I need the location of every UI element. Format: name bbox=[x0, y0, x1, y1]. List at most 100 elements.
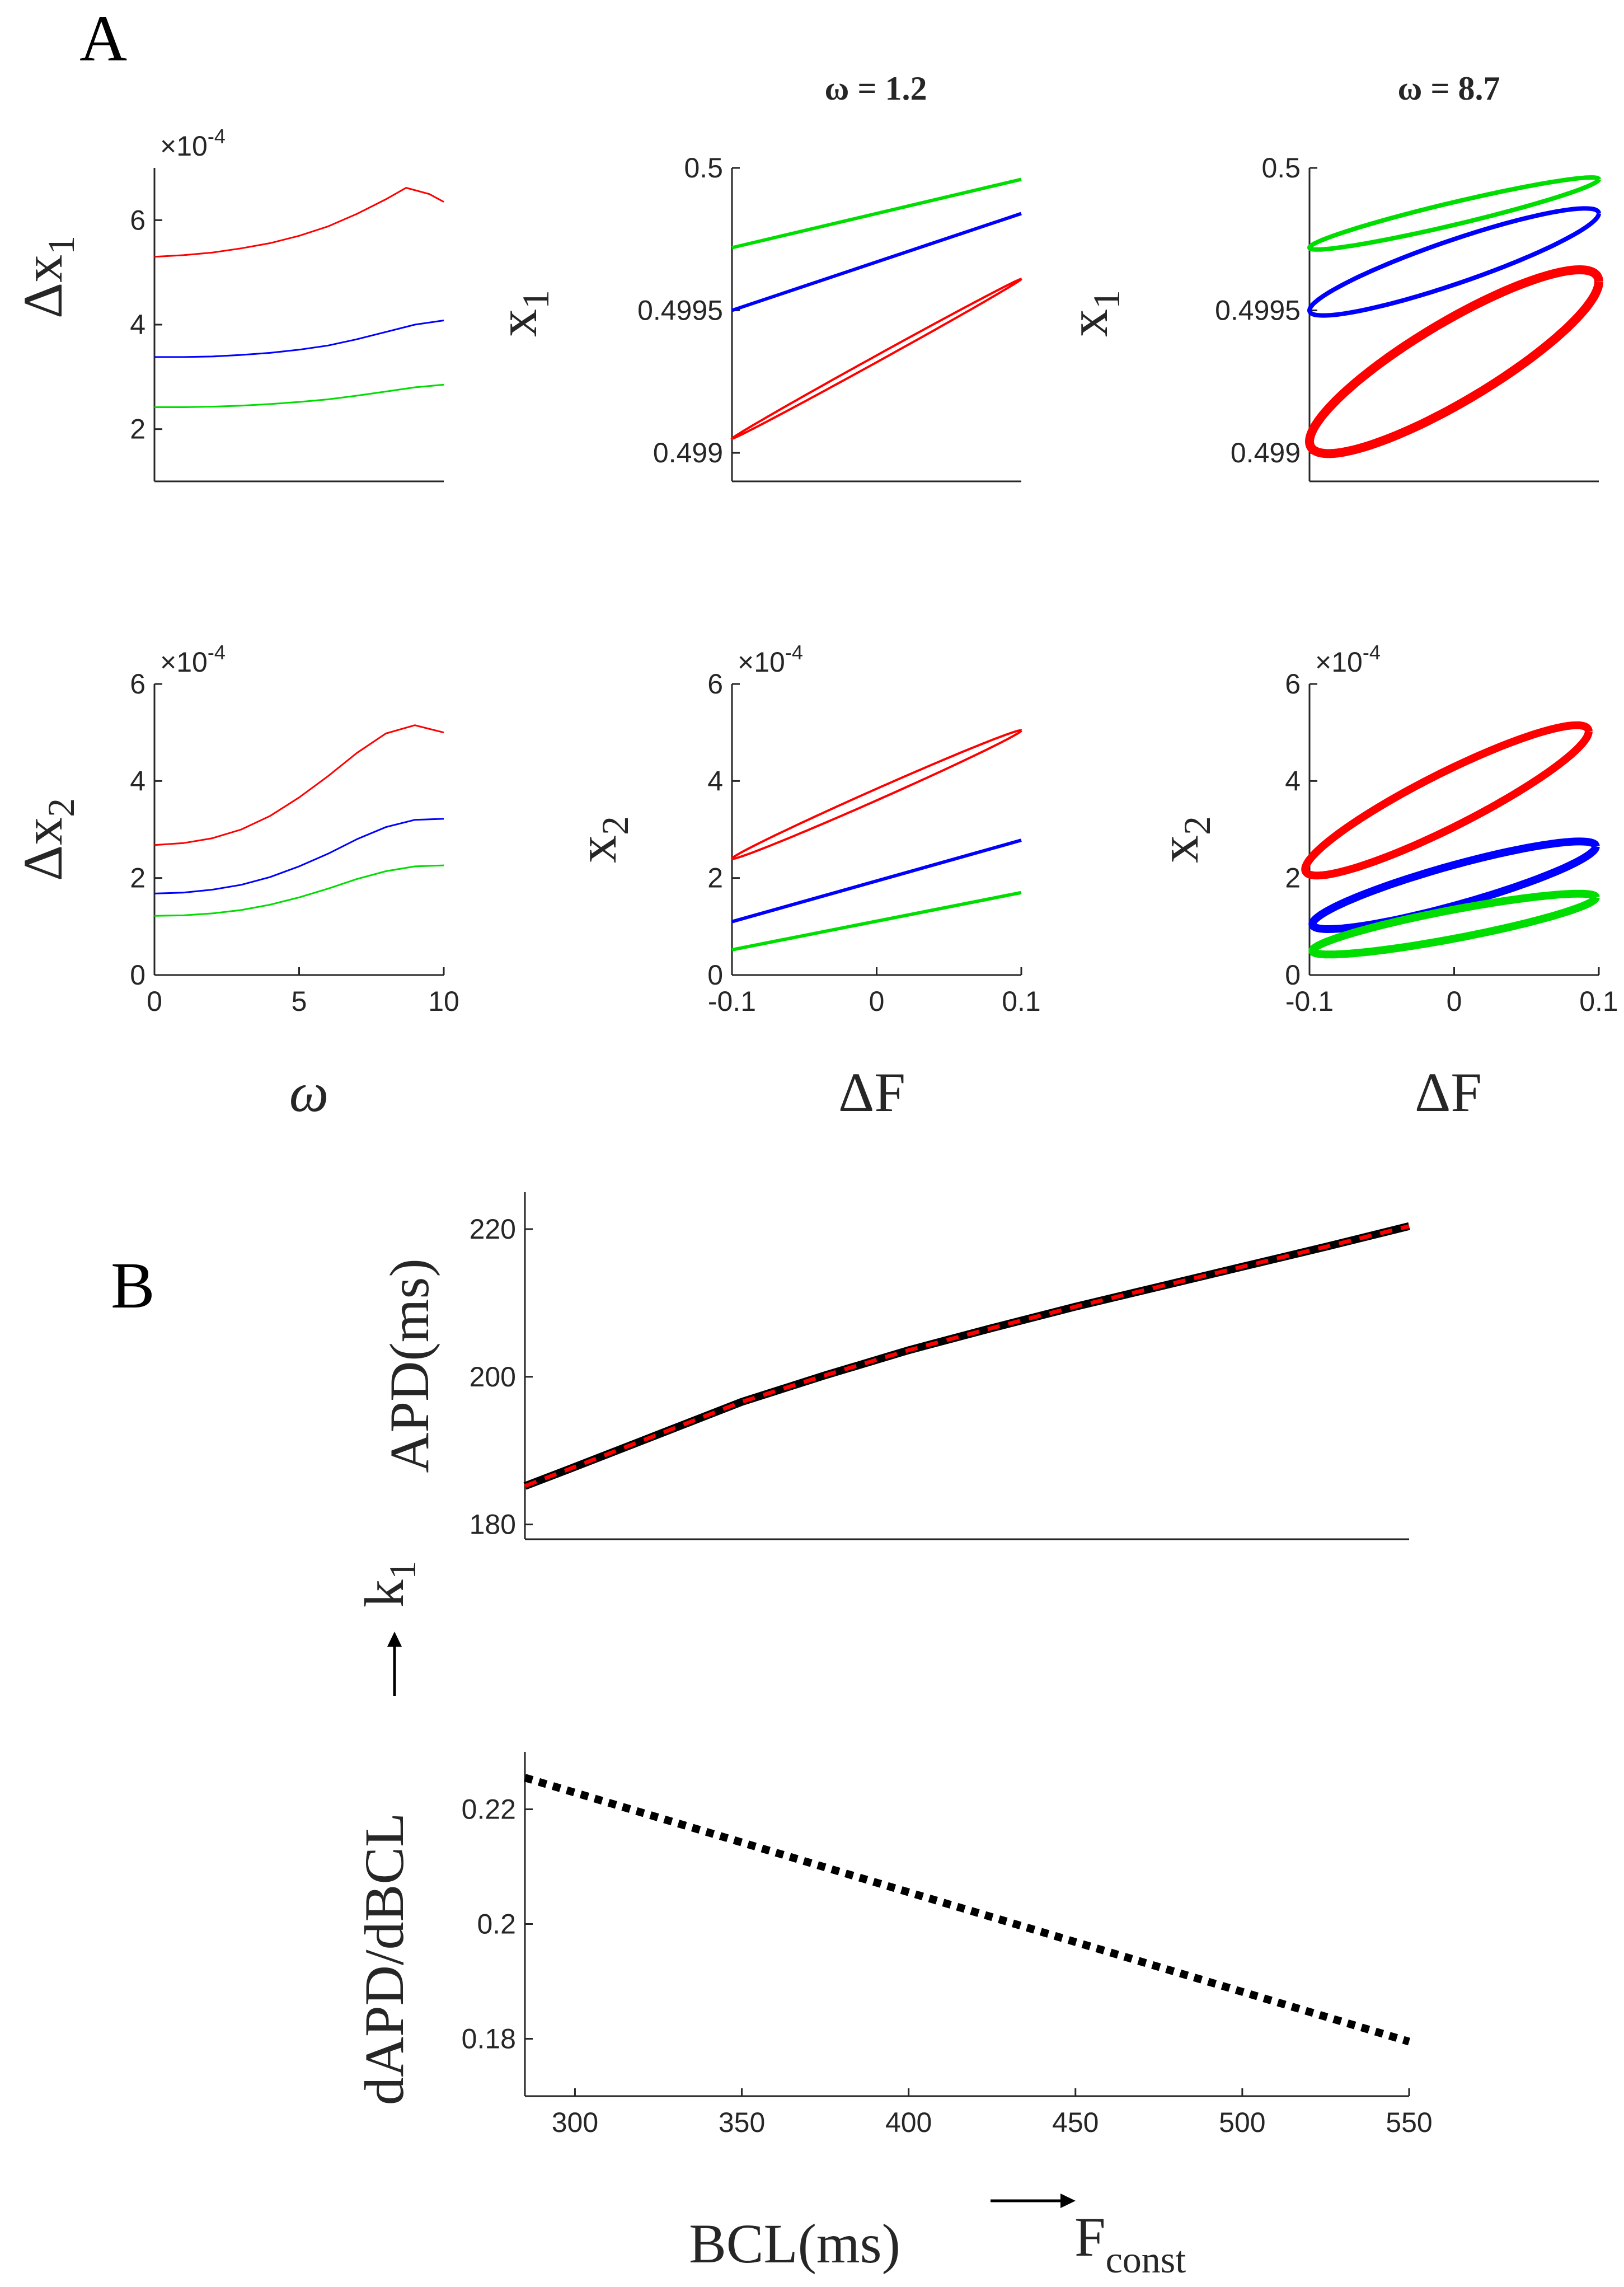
ylabel-k1: k1 bbox=[353, 1560, 424, 1608]
exponent-base: ×10 bbox=[738, 646, 785, 678]
ylabel-delta-x2: Δx2 bbox=[12, 798, 82, 881]
y-tick-label: 0 bbox=[707, 959, 723, 991]
series-blue-loop bbox=[1307, 206, 1601, 318]
svg-text:x2: x2 bbox=[566, 816, 636, 863]
y-tick-label: 0.18 bbox=[462, 2023, 516, 2055]
col-title-omega-1-2: ω = 1.2 bbox=[824, 70, 927, 107]
exponent-label: ×10-4 bbox=[160, 641, 226, 678]
plots-layer: 246×10-40.4990.49950.50.4990.49950.50246… bbox=[130, 125, 1618, 2138]
exponent-power: -4 bbox=[785, 641, 803, 664]
axes-p1: 2 4 6 ×10-4 bbox=[130, 125, 444, 482]
y-tick-label: 6 bbox=[707, 668, 723, 700]
ylabel-x1-right: x1 bbox=[1057, 290, 1128, 337]
svg-text:x1: x1 bbox=[486, 290, 557, 337]
ylabel-slope: dAPD/dBCL bbox=[353, 1813, 415, 2105]
svg-text:x1: x1 bbox=[1057, 290, 1128, 337]
ylabel-k1-sub: 1 bbox=[381, 1560, 424, 1580]
ylabel-delta-x1: Δx1 bbox=[12, 236, 82, 318]
exponent-label: ×10-4 bbox=[1315, 641, 1381, 678]
x-tick-label: 0.1 bbox=[1002, 986, 1041, 1017]
ylabel-delta-x2-base: Δx bbox=[12, 817, 74, 881]
exponent-label: ×10-4 bbox=[738, 641, 803, 678]
exponent-label: ×10-4 bbox=[160, 125, 226, 162]
series-fit-red-dashed- bbox=[524, 1224, 1410, 1488]
y-tick-label: 0.5 bbox=[1261, 152, 1301, 184]
axes-p7: 180 200 220 bbox=[470, 1192, 1410, 1540]
col-title-omega-8-7: ω = 8.7 bbox=[1397, 70, 1500, 107]
y-tick-label: 6 bbox=[130, 204, 145, 236]
series-apd-black- bbox=[523, 1222, 1410, 1490]
y-tick-label: 4 bbox=[130, 309, 145, 340]
svg-text:Δx1: Δx1 bbox=[12, 236, 82, 318]
series-blue bbox=[154, 818, 444, 894]
xlabel-omega: ω bbox=[289, 1061, 329, 1123]
x-tick-label: -0.1 bbox=[708, 986, 756, 1017]
y-tick-label: 6 bbox=[1285, 668, 1301, 700]
x-tick-label: 0 bbox=[1447, 986, 1462, 1017]
y-tick-label: 2 bbox=[130, 863, 145, 894]
series-red-loop bbox=[1301, 721, 1593, 880]
ylabel-x1-mid: x1 bbox=[486, 290, 557, 337]
series-blue bbox=[731, 212, 1022, 312]
ylabel-apd-text: APD(ms) bbox=[378, 1258, 440, 1473]
series-green bbox=[154, 383, 444, 408]
ylabel-x1-mid-base: x bbox=[486, 309, 548, 337]
y-tick-label: 6 bbox=[130, 668, 145, 700]
y-tick-label: 0.499 bbox=[1231, 437, 1301, 468]
ylabel-apd: APD(ms) bbox=[378, 1258, 440, 1473]
series-blue bbox=[154, 320, 444, 358]
series-green-loop bbox=[1308, 889, 1600, 959]
exponent-power: -4 bbox=[208, 641, 226, 664]
exponent-power: -4 bbox=[1363, 641, 1381, 664]
series-green bbox=[731, 177, 1022, 250]
x-tick-label: 300 bbox=[552, 2107, 598, 2138]
y-tick-label: 0.4995 bbox=[637, 295, 723, 326]
svg-text:x2: x2 bbox=[1148, 816, 1218, 863]
svg-text:k1: k1 bbox=[353, 1560, 424, 1608]
xlabel-delta-f-mid: ΔF bbox=[838, 1061, 905, 1123]
k1-arrow bbox=[387, 1632, 402, 1696]
xlabel-delta-f-right: ΔF bbox=[1415, 1061, 1482, 1123]
x-tick-label: 5 bbox=[292, 986, 307, 1017]
ylabel-x2-right-sub: 2 bbox=[1176, 816, 1218, 835]
y-tick-label: 2 bbox=[1285, 863, 1301, 894]
x-tick-label: 450 bbox=[1052, 2107, 1099, 2138]
exponent-base: ×10 bbox=[160, 646, 208, 678]
y-tick-label: 0.2 bbox=[477, 1909, 516, 1940]
x-tick-label: 350 bbox=[719, 2107, 765, 2138]
exponent-power: -4 bbox=[208, 125, 226, 148]
panel-label-a: A bbox=[79, 2, 127, 75]
f-const-sub: const bbox=[1106, 2238, 1186, 2281]
xlabel-bcl: BCL(ms) bbox=[689, 2213, 900, 2275]
series-slope bbox=[523, 1774, 1411, 2046]
axes-p4: 0 2 4 6 0 5 10 ×10-4 bbox=[130, 641, 459, 1017]
series-red bbox=[154, 724, 444, 846]
series-green bbox=[731, 891, 1022, 952]
ylabel-x2-mid-sub: 2 bbox=[594, 816, 636, 835]
ylabel-delta-x1-sub: 1 bbox=[40, 236, 82, 255]
y-tick-label: 0.499 bbox=[653, 437, 723, 468]
series-green bbox=[154, 864, 444, 917]
series-red-loop bbox=[730, 278, 1022, 440]
y-tick-label: 2 bbox=[707, 863, 723, 894]
x-tick-label: 500 bbox=[1219, 2107, 1265, 2138]
y-tick-label: 0 bbox=[130, 959, 145, 991]
ylabel-x2-mid-base: x bbox=[566, 835, 628, 863]
ylabel-slope-text: dAPD/dBCL bbox=[353, 1813, 415, 2105]
y-tick-label: 220 bbox=[470, 1213, 516, 1245]
f-const-arrow bbox=[991, 2194, 1076, 2208]
ylabel-delta-x2-sub: 2 bbox=[40, 798, 82, 817]
ylabel-x2-right-base: x bbox=[1148, 835, 1210, 863]
exponent-base: ×10 bbox=[160, 130, 208, 162]
series-blue-loop bbox=[1308, 837, 1600, 934]
ylabel-x1-mid-sub: 1 bbox=[514, 290, 557, 309]
ylabel-x2-mid: x2 bbox=[566, 816, 636, 863]
x-tick-label: -0.1 bbox=[1285, 986, 1334, 1017]
y-tick-label: 4 bbox=[130, 765, 145, 796]
x-tick-label: 400 bbox=[885, 2107, 932, 2138]
y-tick-label: 0 bbox=[1285, 959, 1301, 991]
panel-label-b: B bbox=[111, 1249, 155, 1322]
